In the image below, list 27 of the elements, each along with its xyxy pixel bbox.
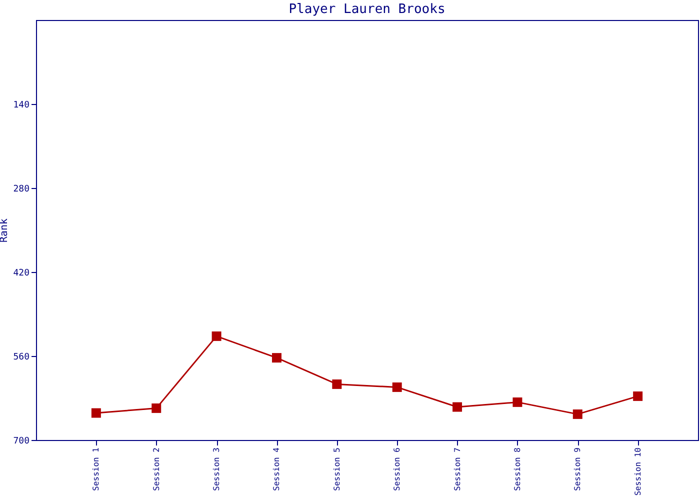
x-tick-label: Session 3 bbox=[212, 447, 222, 491]
point bbox=[152, 403, 162, 413]
y-tick-label: 560 bbox=[13, 352, 30, 362]
x-tick-label: Session 1 bbox=[92, 447, 101, 491]
point bbox=[91, 408, 101, 418]
point bbox=[332, 379, 342, 389]
point bbox=[572, 409, 582, 419]
y-axis-title: Rank bbox=[0, 218, 10, 243]
x-tick-label: Session 7 bbox=[452, 447, 462, 491]
x-tick-label: Session 6 bbox=[392, 447, 402, 491]
y-tick-label: 140 bbox=[13, 100, 30, 110]
point bbox=[452, 402, 462, 412]
x-tick-label: Session 4 bbox=[272, 447, 282, 491]
point bbox=[633, 391, 643, 401]
x-tick-label: Session 9 bbox=[573, 447, 582, 491]
y-tick-label: 280 bbox=[13, 184, 30, 194]
point bbox=[272, 353, 282, 363]
point bbox=[212, 331, 222, 341]
x-tick-label: Session 8 bbox=[512, 447, 522, 491]
point bbox=[392, 382, 402, 392]
x-tick-label: Session 10 bbox=[633, 447, 642, 496]
point bbox=[512, 397, 522, 407]
y-tick-label: 420 bbox=[13, 268, 30, 278]
x-tick-label: Session 5 bbox=[332, 447, 342, 491]
y-tick-label: 700 bbox=[13, 436, 30, 446]
chart-title: Player Lauren Brooks bbox=[288, 2, 446, 17]
x-tick-label: Session 2 bbox=[152, 447, 161, 491]
